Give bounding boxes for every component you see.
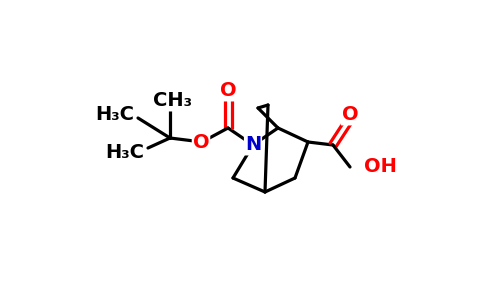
Text: N: N	[245, 136, 261, 154]
Text: O: O	[342, 106, 358, 124]
Text: OH: OH	[364, 158, 397, 176]
Text: H₃C: H₃C	[95, 104, 134, 124]
Text: O: O	[220, 82, 236, 100]
Text: H₃C: H₃C	[105, 142, 144, 161]
Text: O: O	[193, 134, 209, 152]
Text: CH₃: CH₃	[152, 92, 192, 110]
